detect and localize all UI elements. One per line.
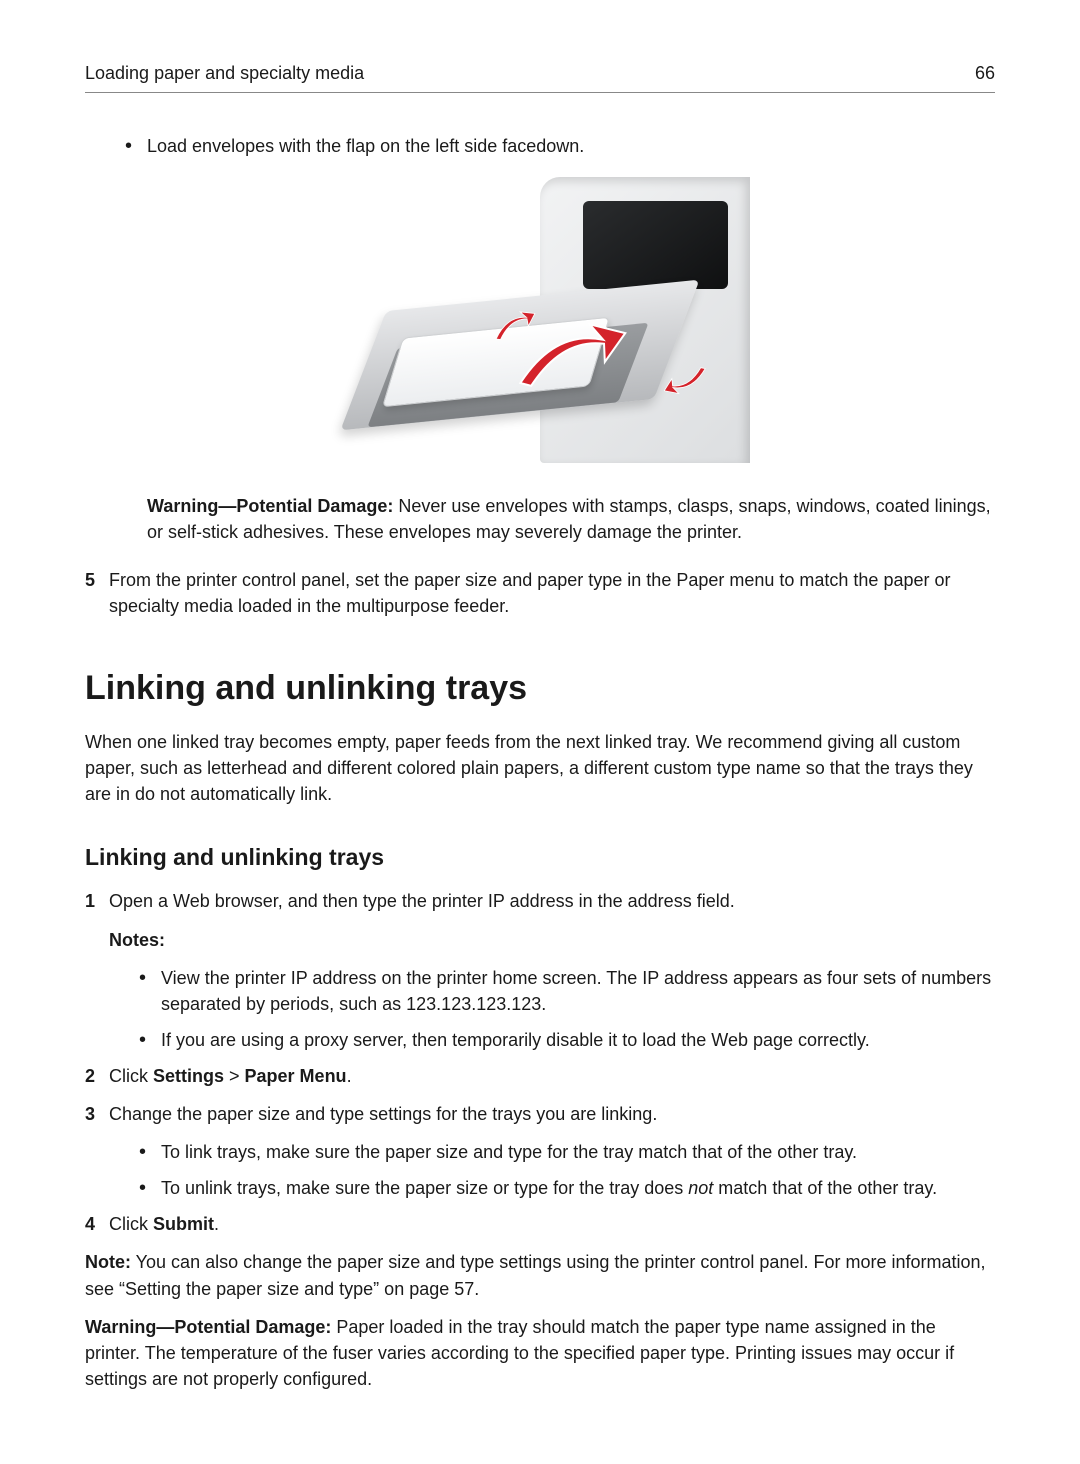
section-heading: Linking and unlinking trays — [85, 664, 995, 713]
warning-fuser-label: Warning—Potential Damage: — [85, 1317, 331, 1337]
step-3-bullet-unlink-post: match that of the other tray. — [713, 1178, 937, 1198]
page-header: Loading paper and specialty media 66 — [85, 60, 995, 93]
note-final-label: Note: — [85, 1252, 131, 1272]
envelope-bullet: Load envelopes with the flap on the left… — [125, 133, 995, 159]
note-ip-address: View the printer IP address on the print… — [139, 965, 995, 1017]
step-4-post: . — [214, 1214, 219, 1234]
step-3: 3 Change the paper size and type setting… — [85, 1101, 995, 1127]
step-5-num: 5 — [85, 567, 95, 593]
step-2-mid: > — [224, 1066, 245, 1086]
step-3-bullet-unlink: To unlink trays, make sure the paper siz… — [139, 1175, 995, 1201]
step-2-pre: Click — [109, 1066, 153, 1086]
printer-illustration — [330, 177, 750, 463]
step-1-num: 1 — [85, 888, 95, 914]
step-2-post: . — [347, 1066, 352, 1086]
page-number: 66 — [975, 60, 995, 86]
note-ip-text: View the printer IP address on the print… — [161, 968, 991, 1014]
envelope-bullet-text: Load envelopes with the flap on the left… — [147, 136, 584, 156]
step-3-bullet-link-text: To link trays, make sure the paper size … — [161, 1142, 857, 1162]
step-3-bullet-link: To link trays, make sure the paper size … — [139, 1139, 995, 1165]
step-5-text: From the printer control panel, set the … — [109, 570, 950, 616]
step-3-text: Change the paper size and type settings … — [109, 1104, 657, 1124]
warning-envelopes: Warning—Potential Damage: Never use enve… — [147, 493, 995, 545]
step-4-num: 4 — [85, 1211, 95, 1237]
step-1: 1 Open a Web browser, and then type the … — [85, 888, 995, 914]
note-proxy: If you are using a proxy server, then te… — [139, 1027, 995, 1053]
subsection-heading: Linking and unlinking trays — [85, 841, 995, 874]
step-5: 5 From the printer control panel, set th… — [85, 567, 995, 619]
warning-label: Warning—Potential Damage: — [147, 496, 393, 516]
warning-fuser: Warning—Potential Damage: Paper loaded i… — [85, 1314, 995, 1392]
step-3-bullet-unlink-em: not — [688, 1178, 713, 1198]
notes-label: Notes: — [109, 927, 995, 953]
step-3-num: 3 — [85, 1101, 95, 1127]
step-2-settings: Settings — [153, 1066, 224, 1086]
header-title: Loading paper and specialty media — [85, 60, 364, 86]
note-proxy-text: If you are using a proxy server, then te… — [161, 1030, 870, 1050]
step-4-pre: Click — [109, 1214, 153, 1234]
step-1-text: Open a Web browser, and then type the pr… — [109, 891, 735, 911]
document-page: Loading paper and specialty media 66 Loa… — [0, 0, 1080, 1464]
note-final-text: You can also change the paper size and t… — [85, 1252, 986, 1298]
step-3-bullet-unlink-pre: To unlink trays, make sure the paper siz… — [161, 1178, 688, 1198]
step-2: 2 Click Settings > Paper Menu. — [85, 1063, 995, 1089]
step-4: 4 Click Submit. — [85, 1211, 995, 1237]
section-intro: When one linked tray becomes empty, pape… — [85, 729, 995, 807]
step-2-num: 2 — [85, 1063, 95, 1089]
step-2-papermenu: Paper Menu — [245, 1066, 347, 1086]
printer-panel-shape — [583, 201, 728, 289]
step-4-submit: Submit — [153, 1214, 214, 1234]
printer-figure — [85, 177, 995, 463]
note-final: Note: You can also change the paper size… — [85, 1249, 995, 1301]
